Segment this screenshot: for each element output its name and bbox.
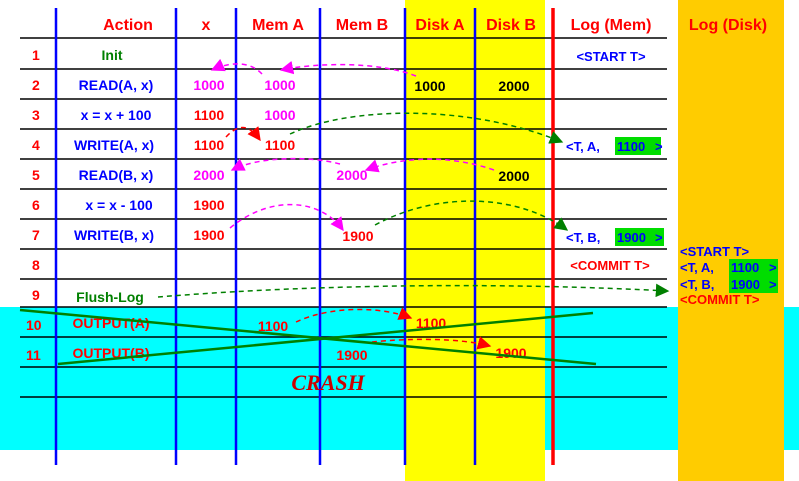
log-disk-record-a-value: 1100: [731, 260, 759, 275]
mem-a-column: 1000 1000 1100 1100: [258, 77, 296, 334]
x-cell: 1900: [193, 197, 224, 213]
x-cell: 1100: [194, 107, 225, 123]
row-number: 2: [32, 77, 40, 93]
header-log-mem: Log (Mem): [571, 17, 652, 34]
mem-a-cell: 1000: [264, 107, 295, 123]
header-mem-a: Mem A: [252, 17, 304, 34]
column-lines: [54, 8, 477, 465]
action-cell: WRITE(A, x): [74, 137, 154, 153]
disk-a-cell: 1000: [414, 78, 445, 94]
row-number: 1: [32, 47, 40, 63]
action-cell: x = x + 100: [81, 107, 152, 123]
strike-line: [19, 308, 597, 366]
mem-b-column: 2000 1900 1900: [336, 167, 373, 363]
log-mem-record-b-prefix: <T, B,: [566, 230, 600, 245]
row-number: 8: [32, 257, 40, 273]
log-disk-record-b-suffix: >: [769, 277, 777, 292]
log-disk-record-a-prefix: <T, A,: [680, 260, 714, 275]
log-mem-record-a-suffix: >: [655, 139, 663, 154]
header-x: x: [202, 17, 211, 34]
log-mem-record-a-value: 1100: [617, 139, 645, 154]
header-action: Action: [103, 17, 153, 34]
crash-strike-lines: [19, 308, 597, 366]
log-mem-record-b-value: 1900: [617, 230, 646, 245]
output-a-arrow: [295, 307, 413, 323]
disk-columns: 1000 1100 2000 2000 1900: [414, 78, 529, 361]
action-cell: x = x - 100: [85, 197, 153, 213]
mem-b-cell: 1900: [342, 228, 373, 244]
strike-line: [57, 311, 594, 366]
crash-label: CRASH: [291, 370, 365, 395]
log-disk-column-highlight: [678, 0, 784, 481]
log-mem-record-a-highlight: [615, 137, 661, 155]
row-numbers: 1 2 3 4 5 6 7 8 9 10 11: [26, 47, 42, 363]
mem-b-cell: 2000: [336, 167, 367, 183]
x-column: 1000 1100 1100 2000 1900 1900: [193, 77, 224, 243]
log-mem-start: <START T>: [576, 49, 646, 64]
row-number: 9: [32, 287, 40, 303]
header-disk-b: Disk B: [486, 17, 536, 34]
header-mem-b: Mem B: [336, 17, 388, 34]
action-cell: OUTPUT(A): [73, 315, 150, 331]
log-disk-commit: <COMMIT T>: [680, 292, 760, 307]
mem-a-cell: 1100: [265, 137, 296, 153]
read-b-mem-to-x-arrow: [230, 157, 341, 171]
disk-b-cell: 2000: [498, 78, 529, 94]
read-a-mem-to-x-arrow: [210, 58, 263, 75]
output-b-arrow: [371, 336, 492, 350]
read-b-disk-to-mem-arrow: [364, 158, 495, 173]
log-mem-record-a-prefix: <T, A,: [566, 139, 600, 154]
mem-a-cell: 1100: [258, 318, 289, 334]
log-disk-start: <START T>: [680, 244, 750, 259]
row-number: 5: [32, 167, 40, 183]
action-cell: Flush-Log: [76, 289, 144, 305]
write-a-x-to-mem-arrow: [225, 126, 261, 142]
row-number: 7: [32, 227, 40, 243]
data-flow-arrows: [157, 58, 670, 350]
write-b-x-to-mem-arrow: [229, 203, 344, 232]
row-number: 11: [26, 347, 41, 363]
log-mem-commit: <COMMIT T>: [570, 258, 650, 273]
row-number: 6: [32, 197, 40, 213]
action-cell: READ(B, x): [79, 167, 154, 183]
log-disk-record-b-highlight: [729, 276, 778, 293]
log-disk-record-b-value: 1900: [731, 277, 760, 292]
header-disk-a: Disk A: [415, 17, 465, 34]
row-number: 10: [26, 317, 42, 333]
action-cell: WRITE(B, x): [74, 227, 154, 243]
disk-b-cell: 2000: [498, 168, 529, 184]
x-cell: 2000: [193, 167, 224, 183]
log-mem-column: <START T> <T, A, 1100 > <T, B, 1900 > <C…: [566, 49, 664, 273]
write-a-log-arrow: [289, 112, 564, 144]
log-mem-record-b-suffix: >: [655, 230, 663, 245]
x-cell: 1900: [193, 227, 224, 243]
read-a-disk-to-mem-arrow: [279, 60, 417, 77]
log-disk-record-b-prefix: <T, B,: [680, 277, 714, 292]
action-cell: Init: [102, 47, 123, 63]
action-column: Init READ(A, x) x = x + 100 WRITE(A, x) …: [73, 47, 155, 361]
row-number: 4: [32, 137, 40, 153]
x-cell: 1100: [194, 137, 225, 153]
header-log-disk: Log (Disk): [689, 17, 767, 34]
log-disk-record-a-highlight: [729, 259, 778, 276]
mem-b-cell: 1900: [336, 347, 367, 363]
action-cell: READ(A, x): [79, 77, 154, 93]
header-row: Action x Mem A Mem B Disk A Disk B Log (…: [103, 17, 767, 34]
disk-b-cell: 1900: [495, 345, 526, 361]
log-disk-record-a-suffix: >: [769, 260, 777, 275]
row-number: 3: [32, 107, 40, 123]
log-mem-record-b-highlight: [615, 228, 664, 246]
flush-log-arrow: [157, 283, 670, 298]
mem-a-cell: 1000: [264, 77, 295, 93]
log-disk-column: <START T> <T, A, 1100 > <T, B, 1900 > <C…: [680, 244, 778, 307]
x-cell: 1000: [193, 77, 224, 93]
